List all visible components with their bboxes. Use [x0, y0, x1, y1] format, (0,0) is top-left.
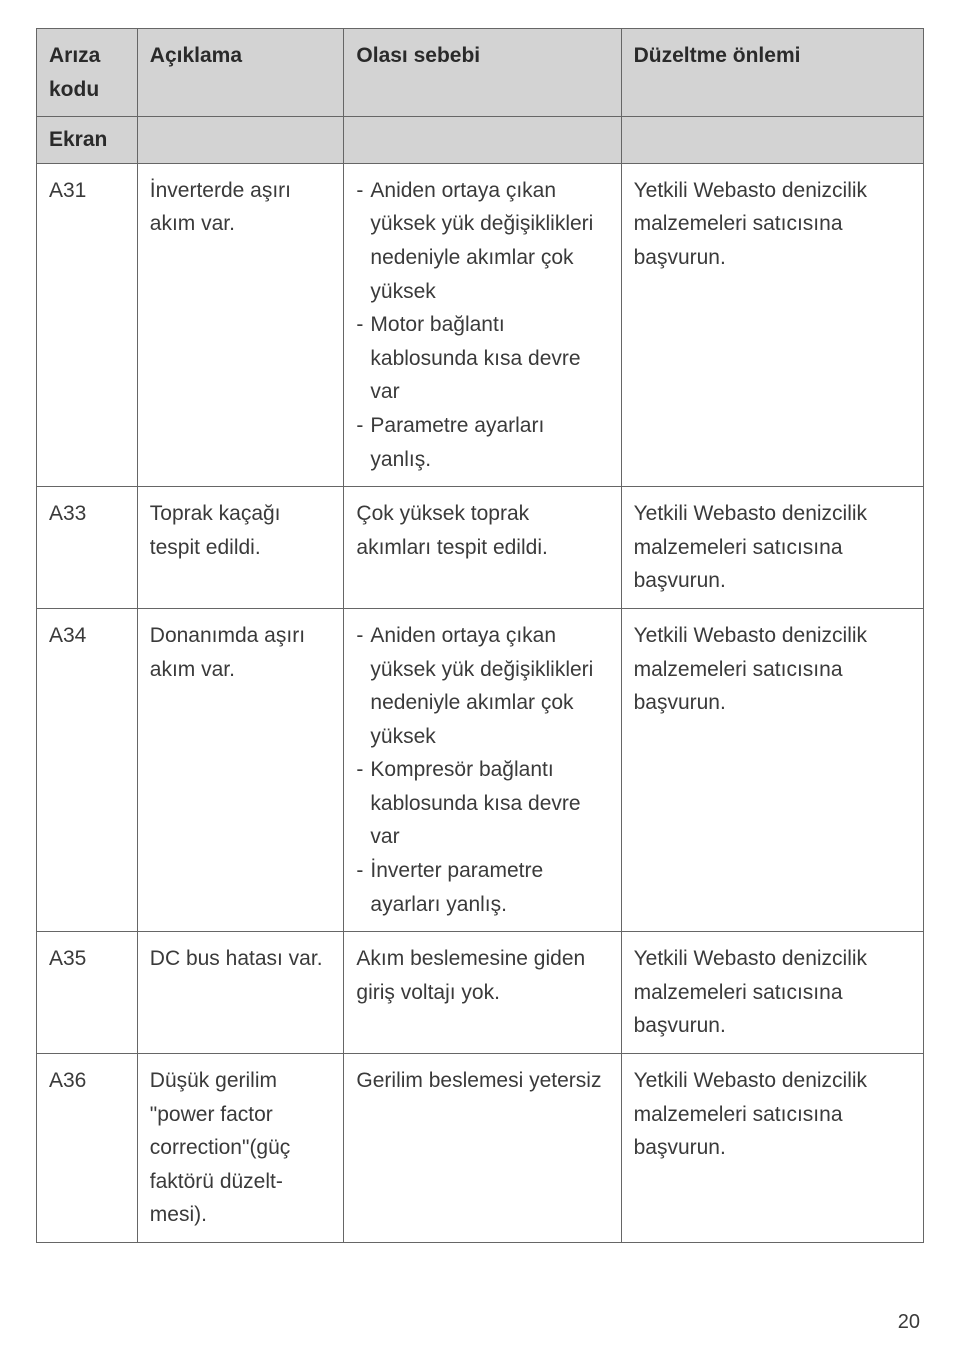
- cell-gap: [127, 608, 137, 931]
- cell-remedy: Yetkili Webasto denizcilik malzemeleri s…: [621, 163, 923, 486]
- cell-gap: [127, 932, 137, 1054]
- subheader-empty-2: [344, 117, 621, 164]
- table-row: A35 DC bus hatası var. Akım beslemesine …: [37, 932, 924, 1054]
- cell-code: A33: [37, 487, 128, 609]
- cause-item: Aniden ortaya çıkan yüksek yük deği­şikl…: [356, 619, 608, 753]
- cell-remedy: Yetkili Webasto denizcilik malzemeleri s…: [621, 932, 923, 1054]
- cell-code: A31: [37, 163, 128, 486]
- cell-remedy: Yetkili Webasto denizcilik malzemeleri s…: [621, 487, 923, 609]
- cell-description: İnverterde aşırı akım var.: [137, 163, 344, 486]
- cell-cause: Gerilim beslemesi yetersiz: [344, 1054, 621, 1243]
- header-description: Açıklama: [137, 29, 344, 117]
- cause-item: Aniden ortaya çıkan yüksek yük deği­şikl…: [356, 174, 608, 308]
- cell-cause: Aniden ortaya çıkan yüksek yük deği­şikl…: [344, 163, 621, 486]
- cell-code: A34: [37, 608, 128, 931]
- cell-gap: [127, 163, 137, 486]
- cell-cause: Çok yüksek toprak akımları tespit edildi…: [344, 487, 621, 609]
- subheader-gap: [127, 117, 137, 164]
- cause-item: İnverter parametre ayarları yanlış.: [356, 854, 608, 921]
- subheader-empty-1: [137, 117, 344, 164]
- table-row: A36 Düşük gerilim "power factor correcti…: [37, 1054, 924, 1243]
- cause-item: Parametre ayarları yanlış.: [356, 409, 608, 476]
- cell-description: Toprak kaçağı tespit edildi.: [137, 487, 344, 609]
- cell-remedy: Yetkili Webasto denizcilik malzemeleri s…: [621, 1054, 923, 1243]
- page-number: 20: [898, 1311, 920, 1334]
- table-header-row: Arıza kodu Açıklama Olası sebebi Düzeltm…: [37, 29, 924, 117]
- cause-item: Motor bağlantı kablosunda kısa devre var: [356, 308, 608, 409]
- table-row: A33 Toprak kaçağı tespit edildi. Çok yük…: [37, 487, 924, 609]
- subheader-empty-3: [621, 117, 923, 164]
- cell-remedy: Yetkili Webasto denizcilik malzemeleri s…: [621, 608, 923, 931]
- cause-item: Kompresör bağlantı kablosunda kısa devre…: [356, 753, 608, 854]
- cell-description: Donanımda aşırı akım var.: [137, 608, 344, 931]
- cell-description: DC bus hatası var.: [137, 932, 344, 1054]
- cell-code: A35: [37, 932, 128, 1054]
- cell-description: Düşük gerilim "power factor correction"(…: [137, 1054, 344, 1243]
- fault-code-table: Arıza kodu Açıklama Olası sebebi Düzeltm…: [36, 28, 924, 1243]
- table-row: A31 İnverterde aşırı akım var. Aniden or…: [37, 163, 924, 486]
- cell-gap: [127, 1054, 137, 1243]
- cell-gap: [127, 487, 137, 609]
- header-code: Arıza kodu: [37, 29, 128, 117]
- cell-code: A36: [37, 1054, 128, 1243]
- cell-cause: Akım beslemesine giden giriş voltajı yok…: [344, 932, 621, 1054]
- table-subheader-row: Ekran: [37, 117, 924, 164]
- header-remedy: Düzeltme önlemi: [621, 29, 923, 117]
- table-row: A34 Donanımda aşırı akım var. Aniden ort…: [37, 608, 924, 931]
- cell-cause: Aniden ortaya çıkan yüksek yük deği­şikl…: [344, 608, 621, 931]
- header-cause: Olası sebebi: [344, 29, 621, 117]
- header-ekran: Ekran: [37, 117, 128, 164]
- header-gap: [127, 29, 137, 117]
